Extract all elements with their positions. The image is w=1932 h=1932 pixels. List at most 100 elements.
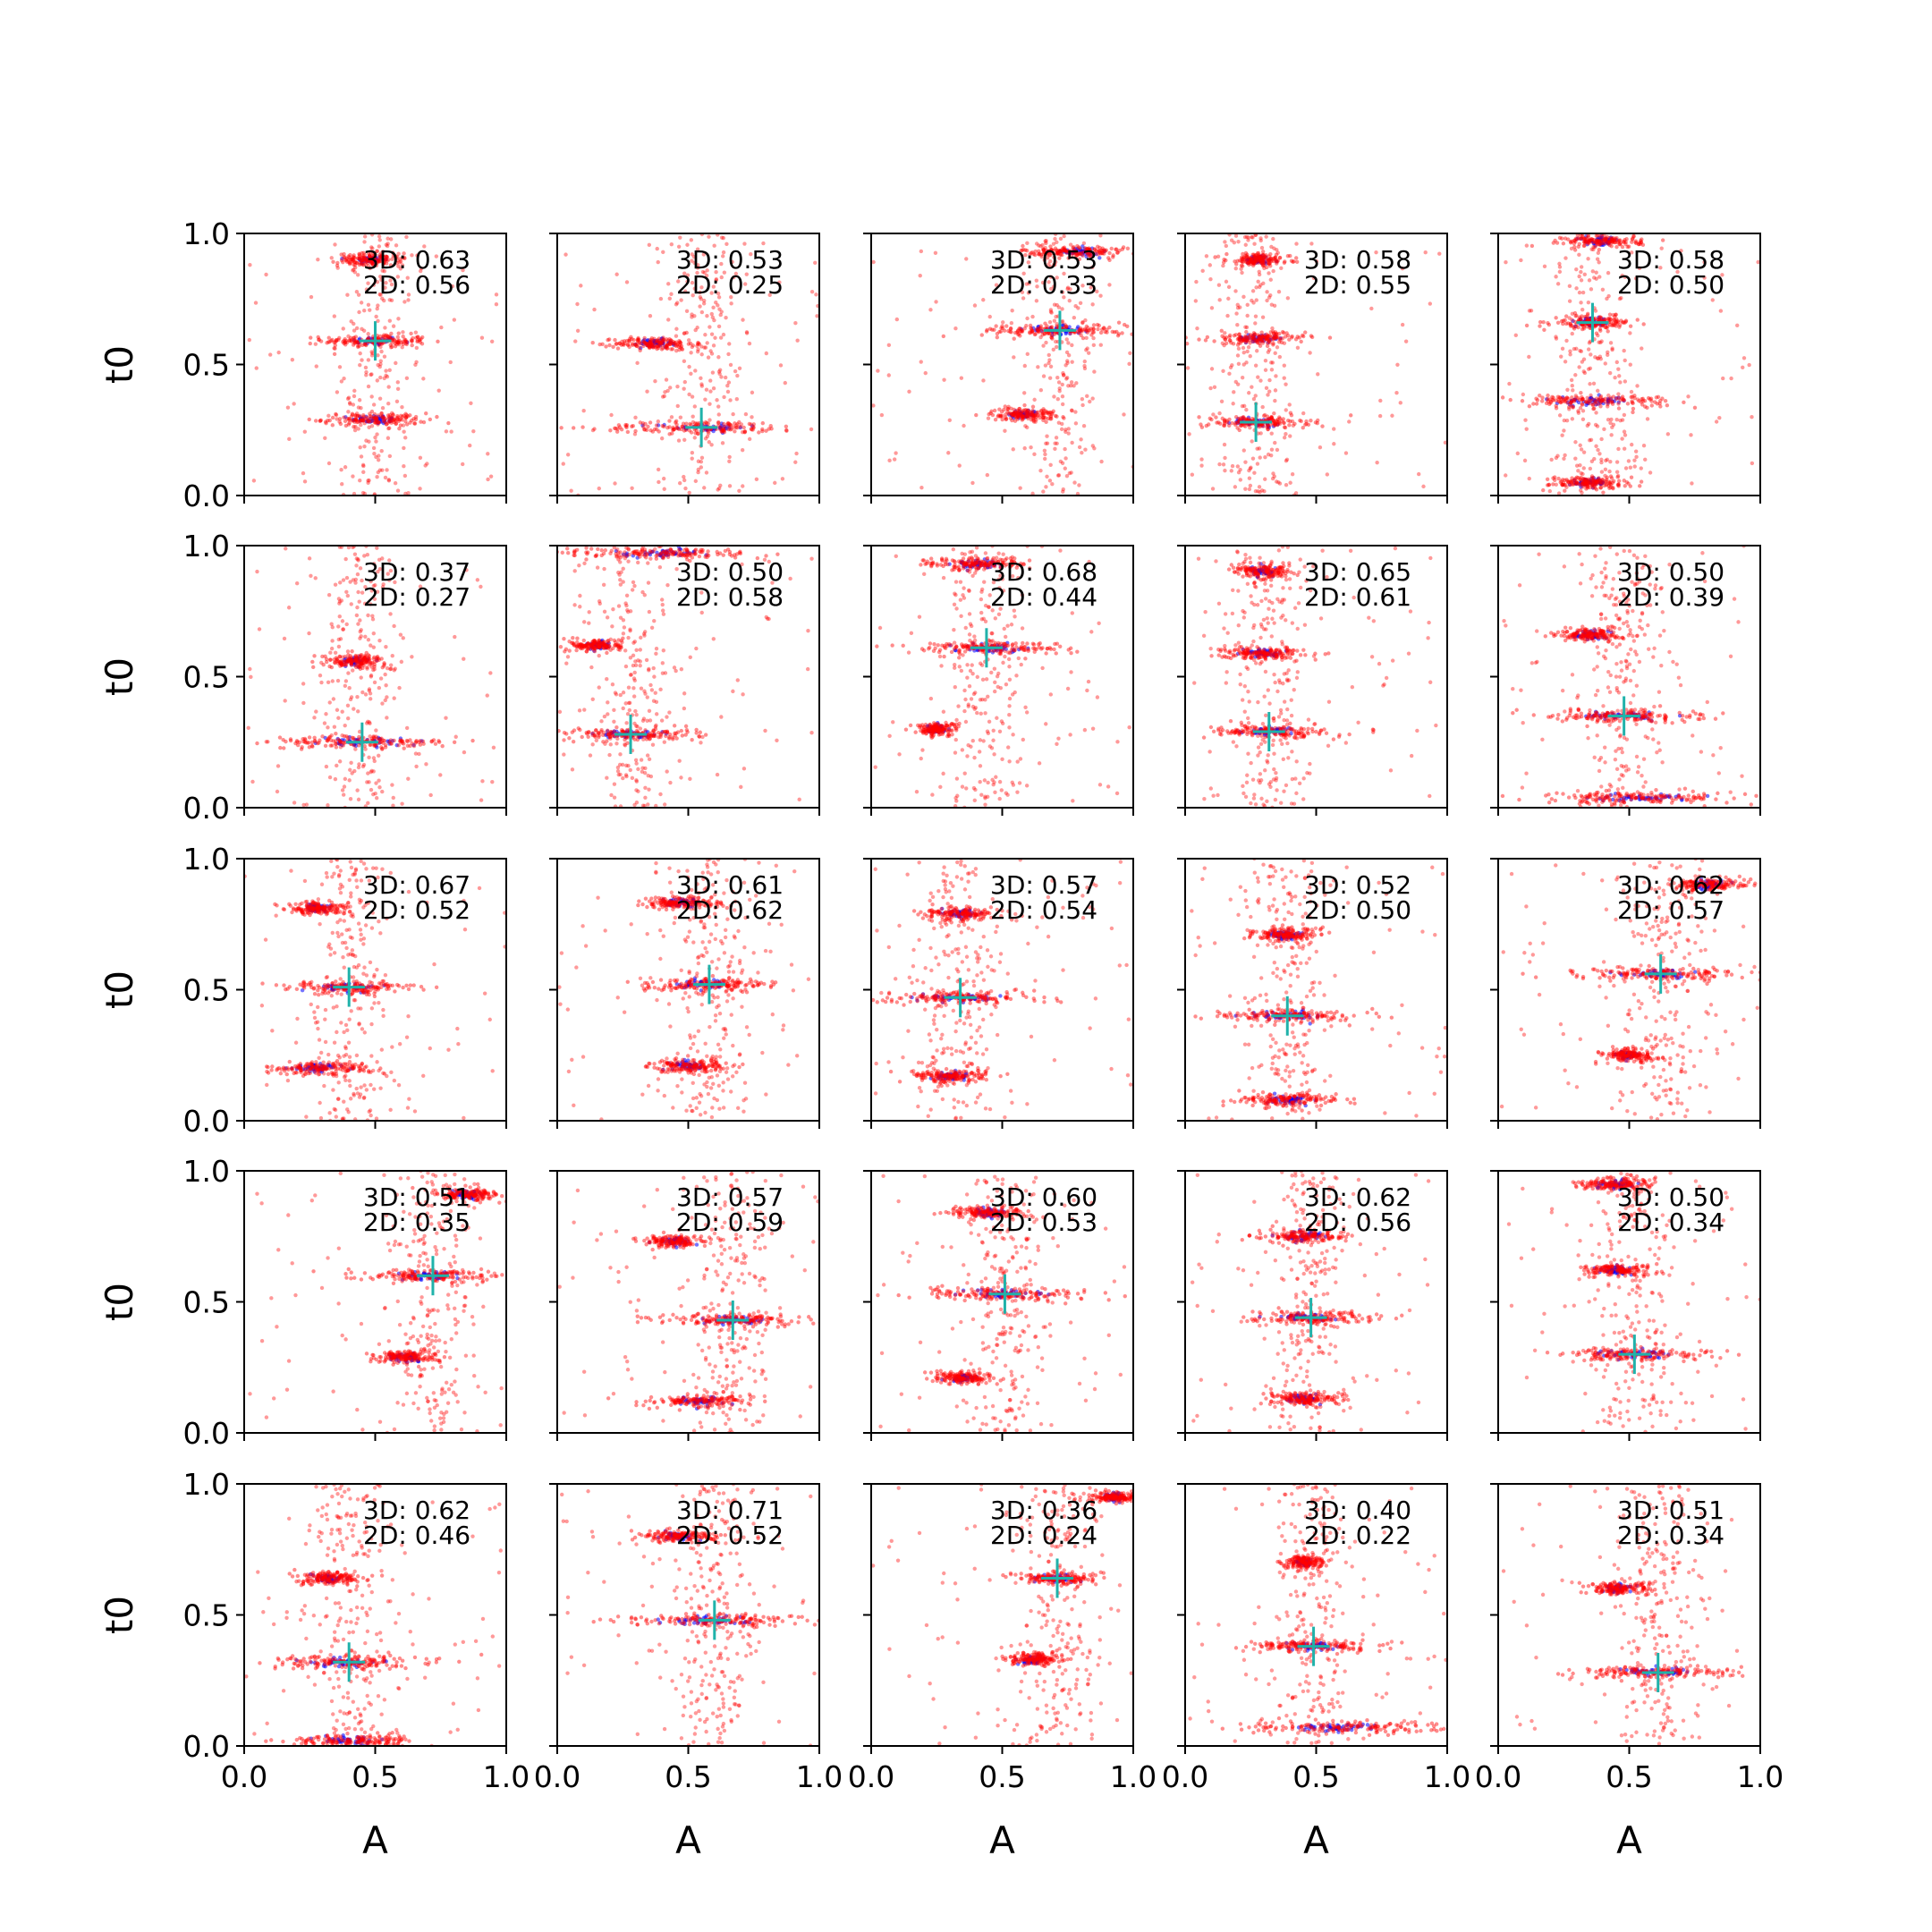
point-2d [1089,326,1094,331]
point-2d [1064,377,1069,381]
point-2d [374,796,379,801]
point-2d [1314,259,1319,264]
point-3d [1241,416,1245,420]
point-2d [597,342,602,347]
point-2d [1588,366,1593,370]
point-2d [1597,354,1603,359]
point-2d [1580,402,1585,406]
point-2d [652,336,657,342]
point-2d [1260,334,1265,339]
point-2d [362,234,368,239]
point-2d [1269,415,1274,420]
point-2d [403,411,408,416]
point-2d [336,335,342,341]
point-2d [1004,417,1009,421]
point-2d [418,487,422,491]
point-2d [379,252,385,258]
point-2d [1570,479,1575,483]
point-2d [1073,248,1078,253]
point-2d [1044,340,1048,345]
point-2d [1596,447,1600,453]
point-2d [364,438,369,443]
point-2d [342,377,346,381]
point-2d [1275,345,1280,350]
point-2d [1702,259,1707,265]
point-2d [1654,395,1659,400]
point-2d [760,428,765,434]
point-2d [1578,315,1582,319]
point-2d [1237,258,1242,263]
point-2d [990,412,996,418]
point-2d [344,589,349,594]
point-2d [1037,249,1041,254]
point-2d [371,735,376,740]
point-2d [1043,248,1048,253]
point-2d [795,338,800,343]
point-2d [368,256,373,261]
point-2d [679,298,683,302]
point-2d [1549,457,1554,462]
point-2d [1056,473,1062,478]
point-2d [386,478,391,482]
point-2d [1021,411,1025,416]
point-2d [318,418,324,422]
point-2d [346,658,351,664]
point-2d [1014,412,1020,417]
point-2d [721,250,726,255]
point-2d [1596,250,1601,255]
point-2d [399,413,403,419]
point-2d [721,235,726,241]
point-2d [356,419,360,424]
point-2d [377,740,383,745]
point-2d [1658,266,1663,270]
point-2d [1009,321,1014,326]
point-2d [647,344,652,349]
point-2d [1596,479,1600,483]
point-2d [1013,414,1018,419]
point-2d [1085,330,1090,335]
point-3d [1081,250,1086,254]
point-2d [1271,258,1275,264]
point-2d [367,439,371,444]
point-2d [1060,247,1065,251]
point-2d [1077,252,1082,257]
point-2d [1594,480,1598,485]
point-2d [1675,269,1680,275]
point-2d [1250,339,1256,344]
point-2d [351,402,356,407]
point-2d [1248,259,1252,264]
point-2d [1029,326,1033,330]
point-2d [370,253,375,258]
point-2d [1271,268,1275,274]
point-2d [719,275,724,280]
point-2d [1042,258,1046,262]
point-2d [1604,479,1608,484]
point-2d [326,418,330,423]
point-2d [1263,412,1267,418]
point-2d [728,362,733,368]
point-2d [1566,479,1571,485]
point-2d [1241,337,1246,342]
point-2d [342,255,346,259]
point-3d [1061,323,1065,327]
point-2d [623,422,628,428]
point-2d [1554,275,1558,279]
point-2d [369,258,375,264]
point-2d [1563,318,1567,323]
point-2d [1560,236,1564,241]
point-2d [1243,259,1249,264]
point-2d [1240,270,1244,275]
point-2d [350,660,354,665]
point-2d [696,340,700,345]
point-2d [324,420,328,426]
point-2d [665,346,670,351]
point-2d [1587,238,1592,243]
point-2d [1072,251,1076,256]
point-2d [384,334,388,338]
point-2d [1098,233,1103,238]
point-2d [365,258,370,263]
point-2d [312,654,317,658]
point-2d [1046,330,1052,335]
point-2d [401,256,405,260]
point-2d [1558,400,1563,405]
